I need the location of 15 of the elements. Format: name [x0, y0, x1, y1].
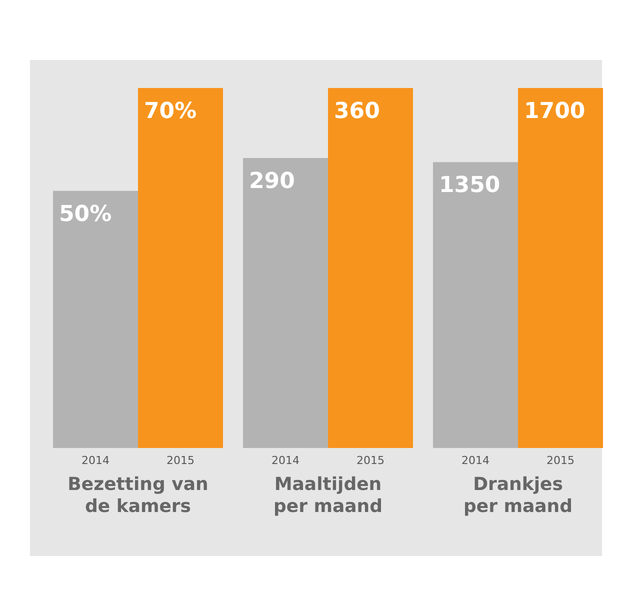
data-label: 1700	[524, 99, 586, 124]
x-tick-label: 2015	[356, 454, 384, 467]
x-tick-label: 2014	[272, 454, 300, 467]
x-axis-title: Drankjes per maand	[464, 474, 572, 517]
x-tick-label: 2014	[82, 454, 110, 467]
x-tick-label: 2015	[166, 454, 194, 467]
data-label: 360	[334, 99, 380, 124]
data-label: 50%	[59, 202, 112, 227]
x-tick-label: 2014	[462, 454, 490, 467]
x-axis-title: Bezetting van de kamers	[68, 474, 208, 517]
x-axis-title: Maaltijden per maand	[274, 474, 382, 517]
x-tick-label: 2015	[546, 454, 574, 467]
data-label: 1350	[439, 173, 500, 198]
data-label: 70%	[144, 99, 197, 124]
data-label: 290	[249, 169, 295, 194]
